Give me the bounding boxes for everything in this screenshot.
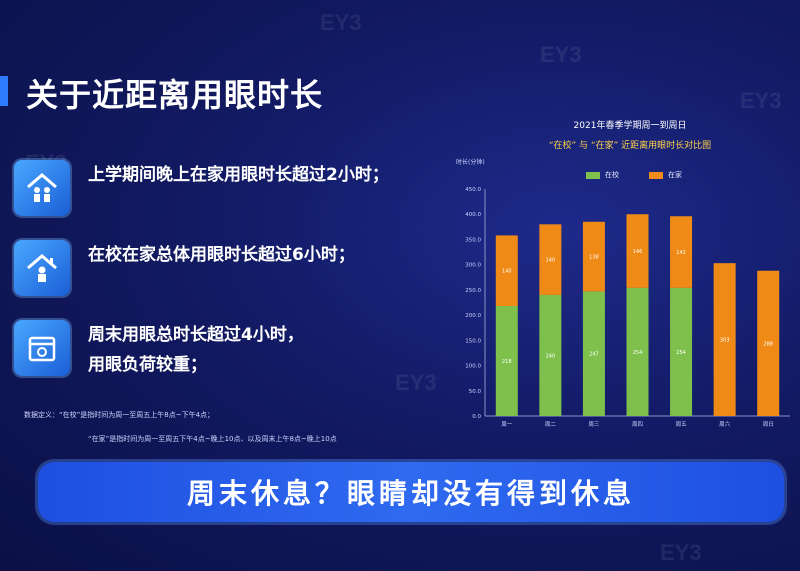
chart-subtitle: “在校” 与 “在家” 近距离用眼时长对比图 <box>548 141 712 151</box>
y-tick-label: 200.0 <box>465 313 481 319</box>
definition-note: 数据定义：“在校”是指时间为周一至周五上午8点~下午4点； <box>24 411 215 419</box>
x-tick-label: 周二 <box>545 421 557 428</box>
bar-value-label: 303 <box>720 338 730 344</box>
bar-home <box>539 224 562 295</box>
legend-item: 在家 <box>649 170 682 180</box>
bar-value-label: 218 <box>502 359 512 365</box>
bar-value-label: 142 <box>676 250 686 256</box>
chart-legend: 在校 在家 <box>586 170 682 180</box>
title-accent-bar <box>0 76 8 106</box>
bar-value-label: 140 <box>546 258 556 264</box>
y-axis-label: 时长(分钟) <box>456 159 485 166</box>
point-text: 在校在家总体用眼时长超过6小时； <box>88 245 355 265</box>
bar-school <box>582 291 605 416</box>
y-tick-label: 50.0 <box>469 389 482 395</box>
bar-value-label: 247 <box>589 352 599 358</box>
bar-value-label: 254 <box>676 350 686 356</box>
bar-school <box>626 287 649 416</box>
headline-banner: 周末休息？眼睛却没有得到休息 <box>38 462 784 522</box>
school-home-icon <box>14 240 70 296</box>
x-tick-label: 周五 <box>676 421 688 428</box>
bar-home <box>713 263 736 416</box>
bar-value-label: 146 <box>633 249 643 255</box>
point-item: 上学期间晚上在家用眼时长超过2小时； <box>14 160 389 216</box>
watermark: EY3 <box>540 42 582 67</box>
point-text: 上学期间晚上在家用眼时长超过2小时； <box>88 165 389 185</box>
x-tick-label: 周三 <box>588 421 600 428</box>
legend-swatch <box>649 171 663 179</box>
y-tick-label: 350.0 <box>465 237 481 243</box>
weekend-calendar-icon <box>14 320 70 376</box>
legend-label: 在校 <box>605 171 619 179</box>
bar-value-label: 288 <box>763 341 773 347</box>
watermark: EY3 <box>395 370 437 395</box>
bar-home <box>495 235 518 307</box>
point-text: 周末用眼总时长超过4小时， <box>88 325 304 345</box>
bar-home <box>626 214 649 288</box>
point-item: 在校在家总体用眼时长超过6小时； <box>14 240 355 296</box>
bar-value-label: 254 <box>633 350 643 356</box>
legend-swatch <box>586 171 600 179</box>
bar-value-label: 140 <box>502 269 512 275</box>
legend-label: 在家 <box>668 171 682 179</box>
bar-school <box>539 294 562 416</box>
bar-school <box>670 287 693 416</box>
x-tick-label: 周四 <box>632 421 643 428</box>
bar-home <box>670 216 693 288</box>
y-tick-label: 0.0 <box>472 414 481 420</box>
chart-title: 2021年春季学期周一到周日 <box>573 121 687 131</box>
point-text: 用眼负荷较重； <box>88 355 207 375</box>
watermark: EY3 <box>320 10 362 35</box>
y-tick-label: 400.0 <box>465 212 481 218</box>
x-tick-label: 周日 <box>763 421 774 428</box>
bar-value-label: 138 <box>589 255 599 261</box>
y-tick-label: 450.0 <box>465 187 481 193</box>
y-tick-label: 250.0 <box>465 288 481 294</box>
x-tick-label: 周一 <box>501 421 513 428</box>
bar-value-label: 240 <box>546 353 556 359</box>
y-tick-label: 300.0 <box>465 263 481 269</box>
x-tick-label: 周六 <box>719 420 731 428</box>
legend-item: 在校 <box>586 170 619 180</box>
page-title: 关于近距离用眼时长 <box>26 76 324 114</box>
y-tick-label: 100.0 <box>465 364 481 370</box>
definition-note: “在家”是指时间为周一至周五下午4点~晚上10点、以及周末上午8点~晚上10点 <box>88 435 337 443</box>
watermark: EY3 <box>740 88 782 113</box>
watermark: EY3 <box>660 540 702 565</box>
bar-home <box>582 221 605 292</box>
home-family-icon <box>14 160 70 216</box>
point-item: 周末用眼总时长超过4小时， 用眼负荷较重； <box>14 320 304 380</box>
bar-school <box>495 306 518 416</box>
bar-home <box>757 270 780 416</box>
y-tick-label: 150.0 <box>465 338 481 344</box>
